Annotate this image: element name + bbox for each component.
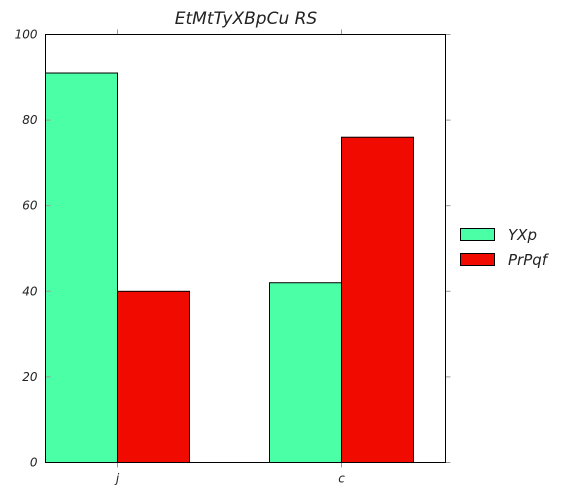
y-tick-label-20: 20 — [22, 370, 38, 384]
legend-label-PrPqf: PrPqf — [508, 251, 550, 269]
ticks-layer: 0 20 40 60 80 100 j c — [15, 28, 451, 486]
x-tick-label-j: j — [114, 472, 120, 486]
x-tick-label-c: c — [338, 472, 345, 486]
y-tick-label-40: 40 — [22, 284, 38, 298]
bar-YXp-j — [45, 72, 118, 464]
bar-PrPqf-c — [341, 136, 414, 463]
y-tick-label-60: 60 — [22, 199, 38, 213]
y-tick-label-80: 80 — [22, 113, 38, 127]
bar-YXp-c — [269, 282, 342, 463]
legend-label-YXp: YXp — [508, 226, 537, 244]
plot-frame — [45, 34, 446, 463]
legend-swatch-PrPqf — [460, 253, 495, 266]
legend: YXp PrPqf — [460, 226, 550, 269]
chart-title: EtMtTyXBpCu RS — [175, 9, 318, 29]
bars-layer — [45, 72, 414, 464]
y-tick-label-100: 100 — [15, 28, 38, 42]
y-tick-label-0: 0 — [30, 456, 38, 470]
legend-swatch-YXp — [460, 228, 495, 241]
bar-PrPqf-j — [117, 290, 190, 463]
